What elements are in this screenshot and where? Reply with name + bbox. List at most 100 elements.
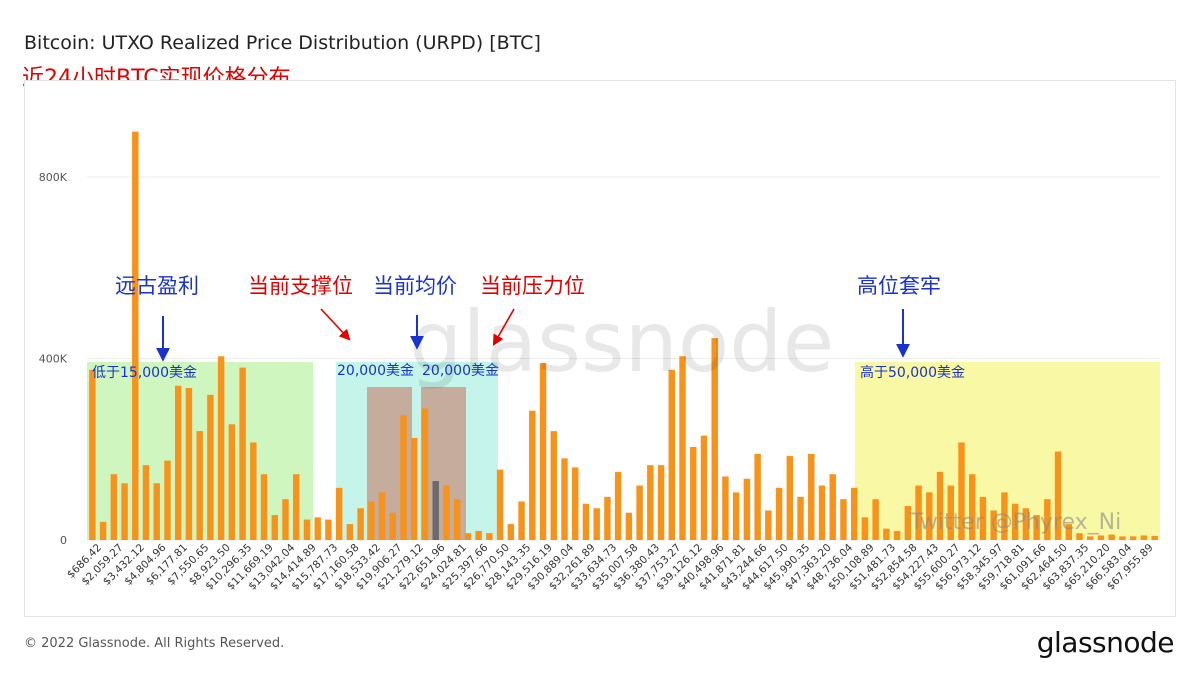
price-bar — [453, 499, 461, 540]
price-bar — [1054, 451, 1062, 540]
price-bar — [250, 442, 257, 540]
price-bar — [1119, 536, 1126, 540]
price-bar — [443, 485, 450, 540]
y-tick-label: 0 — [60, 534, 67, 547]
price-bar — [625, 512, 633, 540]
price-bar — [282, 499, 289, 540]
price-bar — [142, 465, 150, 540]
price-bar — [904, 505, 912, 540]
price-bar — [153, 483, 160, 540]
price-bar — [228, 424, 236, 540]
price-bar — [1097, 535, 1105, 540]
arrow-pressure — [492, 308, 515, 346]
price-bar — [958, 442, 965, 540]
label-20000-left: 20,000美金 — [337, 363, 414, 379]
price-bar — [979, 496, 987, 540]
label-trapped-high: 高位套牢 — [857, 274, 941, 298]
y-axis: 0 400K 800K — [39, 171, 68, 547]
price-bar — [582, 503, 590, 540]
price-bar — [529, 410, 536, 540]
price-bar — [89, 369, 96, 540]
y-tick-label: 400K — [39, 353, 68, 366]
price-bar — [1011, 503, 1019, 540]
price-bar — [271, 515, 278, 540]
price-bar — [335, 487, 343, 540]
price-bar — [378, 492, 386, 540]
price-bar — [389, 512, 397, 540]
price-bar — [861, 517, 869, 540]
twitter-watermark: Twitter @Phyrex_Ni — [909, 510, 1121, 535]
price-bar — [303, 519, 311, 540]
chart-title: Bitcoin: UTXO Realized Price Distributio… — [24, 32, 541, 54]
price-bar — [174, 385, 182, 540]
price-bar — [679, 356, 686, 540]
price-bar — [1140, 535, 1148, 540]
label-20000-right: 20,000美金 — [422, 363, 499, 379]
price-bar — [464, 533, 472, 540]
price-bar — [196, 431, 203, 540]
price-bar — [1151, 535, 1158, 540]
price-bar — [829, 474, 836, 540]
price-bar — [314, 517, 321, 540]
price-bar — [185, 388, 193, 540]
price-bar — [207, 394, 214, 540]
price-bar — [1087, 536, 1094, 540]
price-bar — [486, 533, 493, 540]
arrow-support — [320, 308, 351, 341]
price-bar — [1044, 499, 1051, 540]
price-bar — [293, 474, 300, 540]
watermark: glassnode — [409, 293, 834, 391]
y-tick-label: 800K — [39, 171, 68, 184]
price-bar — [818, 485, 826, 540]
price-bar — [1065, 524, 1073, 540]
price-bar — [743, 478, 751, 540]
price-bar — [507, 524, 515, 540]
price-bar — [475, 530, 482, 540]
price-bar — [775, 487, 783, 540]
price-bar — [110, 474, 118, 540]
price-bar — [990, 510, 997, 540]
label-support: 当前支撑位 — [248, 274, 353, 298]
price-bar — [915, 485, 922, 540]
price-bar — [121, 483, 128, 540]
price-bar — [217, 356, 225, 540]
price-bar — [850, 487, 858, 540]
label-pressure: 当前压力位 — [480, 274, 585, 298]
price-bar — [421, 408, 429, 540]
label-ancient-profit: 远古盈利 — [115, 274, 199, 298]
price-bar — [239, 367, 246, 540]
price-bar — [722, 476, 729, 540]
price-bar — [260, 474, 268, 540]
price-bar — [593, 508, 600, 540]
price-bar — [765, 510, 772, 540]
price-bar — [690, 446, 697, 540]
price-bar — [754, 453, 761, 540]
price-bar — [99, 521, 107, 540]
price-bar — [346, 524, 354, 540]
price-bar — [969, 474, 976, 540]
price-bar — [1076, 533, 1083, 540]
price-bar — [1033, 515, 1040, 540]
bars — [89, 131, 1158, 540]
price-bar — [636, 485, 643, 540]
price-bar — [668, 369, 676, 540]
current-price-bar — [432, 481, 439, 540]
price-bar — [400, 415, 407, 540]
price-bar — [883, 528, 890, 540]
price-bar — [657, 465, 665, 540]
price-bar — [1129, 536, 1137, 540]
price-bar — [947, 485, 954, 540]
price-bar — [786, 456, 794, 540]
price-bar — [893, 530, 901, 540]
label-above-50000: 高于50,000美金 — [860, 364, 965, 381]
price-bar — [711, 338, 718, 540]
price-bar — [797, 496, 804, 540]
price-bar — [368, 501, 375, 540]
price-bar — [572, 467, 579, 540]
price-bar — [872, 499, 879, 540]
price-bar — [561, 458, 568, 540]
price-bar — [411, 437, 418, 540]
price-bar — [700, 435, 708, 540]
price-bar — [926, 492, 933, 540]
price-bar — [164, 460, 171, 540]
